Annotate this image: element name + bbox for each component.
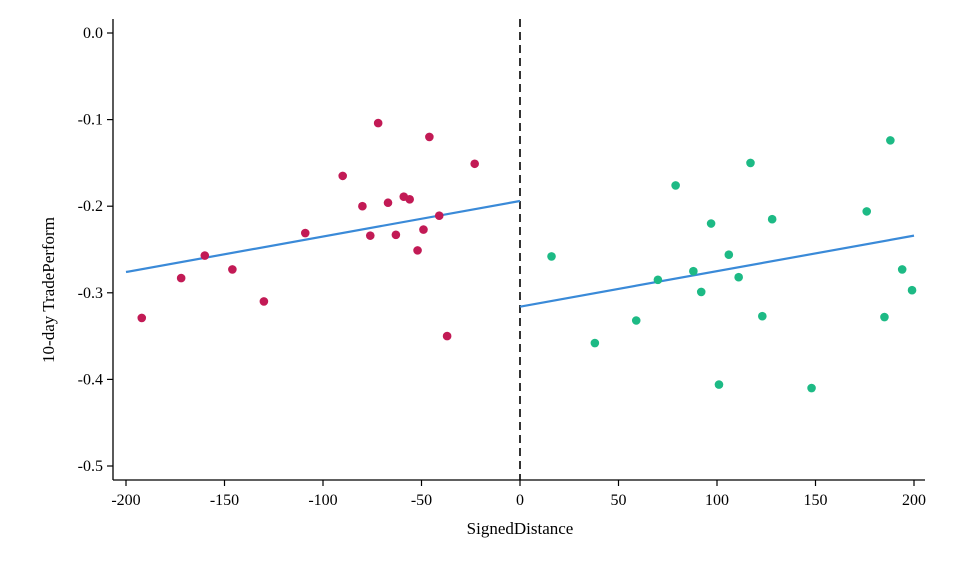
data-point-right — [706, 219, 716, 228]
x-tick-label: -50 — [411, 492, 432, 509]
y-tick-label: -0.3 — [78, 285, 103, 302]
data-point-right — [862, 207, 872, 216]
y-tick-label: -0.5 — [78, 458, 103, 475]
data-point-left — [358, 201, 367, 211]
data-point-right — [671, 181, 680, 190]
data-point-right — [767, 214, 777, 224]
data-point-left — [434, 211, 444, 221]
data-point-left — [470, 159, 479, 169]
data-point-left — [137, 313, 147, 323]
data-point-right — [714, 380, 724, 389]
data-point-left — [300, 228, 310, 238]
fit-line-right — [519, 234, 915, 308]
y-tick-label: -0.4 — [78, 371, 103, 388]
x-tick-label: -100 — [308, 492, 337, 509]
data-point-left — [391, 230, 401, 240]
data-point-right — [590, 338, 600, 348]
y-axis-title: 10-day TradePerform — [39, 217, 58, 363]
data-point-right — [696, 287, 706, 297]
plot-area — [125, 19, 917, 480]
data-point-left — [365, 231, 375, 240]
data-point-right — [653, 275, 663, 285]
x-tick-label: 200 — [902, 492, 926, 509]
data-point-right — [897, 265, 907, 274]
data-point-right — [689, 266, 698, 276]
data-point-right — [631, 316, 641, 325]
data-point-left — [442, 331, 452, 341]
data-point-left — [338, 171, 348, 181]
data-point-left — [413, 246, 422, 255]
data-point-left — [259, 297, 269, 306]
x-tick-label: 100 — [705, 492, 729, 509]
axes: -200 -150 -100 -50 0 50 100 150 200 0.0 -0.1 -0.2 -0… — [78, 19, 926, 509]
x-tick-label: -150 — [210, 492, 239, 509]
data-point-left — [405, 194, 414, 204]
data-point-right — [547, 252, 556, 261]
data-point-right — [734, 272, 743, 282]
data-point-left — [425, 132, 434, 142]
y-tick-label: -0.1 — [78, 112, 103, 129]
data-point-right — [880, 312, 889, 322]
data-point-right — [886, 136, 895, 145]
data-point-right — [746, 158, 755, 168]
x-tick-label: 150 — [804, 492, 828, 509]
data-point-left — [200, 251, 210, 260]
y-tick-label: -0.2 — [78, 198, 103, 215]
data-point-left — [373, 118, 383, 128]
data-point-right — [758, 311, 767, 321]
y-tick-label: 0.0 — [83, 25, 103, 42]
data-point-left — [383, 198, 393, 208]
x-axis-title: SignedDistance — [467, 519, 574, 538]
data-point-right — [807, 383, 816, 393]
data-point-right — [907, 285, 917, 295]
x-tick-label: 0 — [516, 492, 524, 509]
data-point-right — [724, 250, 734, 259]
data-point-left — [419, 225, 428, 234]
fit-line-left — [125, 199, 521, 274]
x-tick-label: 50 — [611, 492, 627, 509]
data-point-left — [176, 273, 186, 283]
data-point-left — [228, 265, 237, 274]
x-tick-label: -200 — [111, 492, 140, 509]
